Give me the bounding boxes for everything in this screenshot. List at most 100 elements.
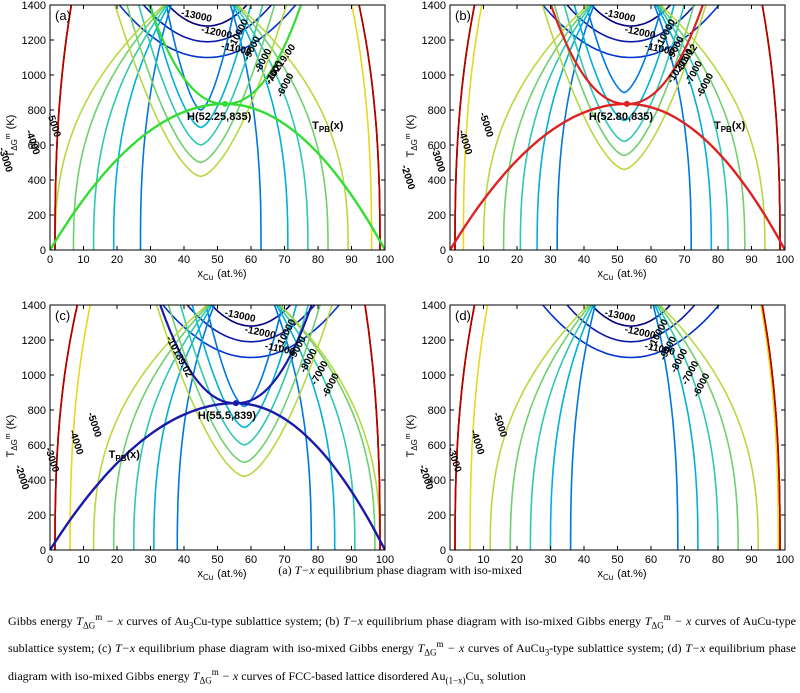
x-tick-label: 60 [245,554,257,566]
contour-label: -5000 [477,111,496,139]
contour-line [509,305,739,550]
x-tick-label: 100 [776,554,794,566]
contour-label: -5000 [44,111,63,139]
y-tick-label: 1200 [422,35,446,47]
x-tick-label: 100 [376,254,394,266]
x-axis-label: xCu (at.%) [598,268,647,282]
boundary-label-suffix: (x) [330,120,344,132]
caption-segment: T−x [342,614,364,628]
panel-label: (a) [55,8,71,23]
chart-panel-a: H(52.25,835)TPB(x)-10219.00-13000-12000-… [0,0,394,282]
x-tick-label: 0 [47,254,53,266]
caption-segment: (1−x) [445,675,466,686]
x-tick-label: 90 [345,254,357,266]
y-axis-label-sup: m [5,133,12,139]
x-tick-label: 30 [144,554,156,566]
contour-label: -2000 [400,164,417,192]
y-tick-label: 400 [428,475,446,487]
y-tick-label: 0 [440,545,446,557]
contour-label: -5000 [490,411,509,439]
caption-segment: T [76,614,83,628]
x-tick-label: 10 [77,554,89,566]
contour-label: -1000 [400,481,401,509]
contour-group [50,5,385,250]
x-tick-label: 20 [511,554,523,566]
contour-group [450,5,785,250]
y-tick-label: 1400 [22,300,46,312]
x-tick-label: 40 [178,554,190,566]
caption-segment: ΔG [651,620,664,631]
highest-point-label: H(52.25,835) [187,111,252,123]
contour-line [176,305,313,550]
x-tick-label: 30 [144,254,156,266]
y-tick-label: 600 [28,140,46,152]
boundary-label-sub: PB [721,125,732,134]
x-tick-label: 80 [712,554,724,566]
caption-segment: T−x [685,641,706,656]
contour-line [519,5,729,250]
caption-segment: T [417,641,425,656]
caption-segment: m [663,612,671,622]
y-tick-label: 200 [428,510,446,522]
y-axis-label: TΔGm(K) [5,415,19,458]
y-tick-label: 1400 [422,0,446,12]
y-axis-label-sup: m [405,133,412,139]
y-tick-label: 800 [428,105,446,117]
y-tick-label: 0 [40,245,46,257]
y-axis-label-sub: ΔG [410,139,419,151]
figure-caption-body: Gibbs energy TΔGm − x curves of Au3Cu-ty… [8,608,796,690]
x-tick-label: 20 [111,554,123,566]
caption-segment: x [479,675,485,686]
x-tick-label: 100 [776,254,794,266]
contour-line [92,305,381,550]
y-tick-label: 1400 [422,300,446,312]
x-tick-label: 30 [544,554,556,566]
caption-segment: m [95,612,103,622]
x-tick-label: 70 [278,554,290,566]
x-axis-label-sub: Cu [203,273,213,282]
x-tick-label: 20 [111,254,123,266]
x-tick-label: 50 [211,254,223,266]
contour-line [489,305,759,550]
y-tick-label: 400 [28,475,46,487]
boundary-label-suffix: (x) [126,449,140,461]
y-tick-label: 200 [428,210,446,222]
x-tick-label: 10 [477,554,489,566]
y-tick-label: 200 [28,510,46,522]
y-tick-label: 1000 [422,370,446,382]
highest-point-marker [623,100,630,107]
x-tick-label: 50 [611,554,623,566]
contour-line [54,5,381,250]
contour-label: -12000 [244,324,277,341]
caption-segment: − x [443,641,465,656]
y-axis-label-sup: m [405,433,412,439]
contour-label: -13000 [224,308,257,325]
caption-segment: ΔG [424,647,437,658]
caption-segment: Cu [465,668,480,683]
x-tick-label: 10 [477,254,489,266]
contour-line [549,305,699,550]
panel-label: (c) [55,308,70,323]
caption-segment: − x [218,668,239,683]
highest-point-marker [222,100,229,107]
contour-line [454,5,781,250]
y-axis-label: TΔGm(K) [5,115,19,158]
y-tick-label: 0 [40,545,46,557]
x-tick-label: 90 [745,554,757,566]
caption-title-text: equilibrium phase diagram with iso-mixed [314,563,522,577]
x-tick-label: 60 [245,254,257,266]
x-tick-label: 80 [312,554,324,566]
x-axis-label-unit: (at.%) [617,568,646,580]
y-tick-label: 800 [428,405,446,417]
y-axis-label-sub: ΔG [410,439,419,451]
contour-label: -5000 [85,411,104,439]
boundary-label: TPB(x) [109,449,141,463]
contour-label: -1000 [0,481,1,509]
x-tick-label: 50 [211,554,223,566]
x-tick-label: 30 [544,254,556,266]
caption-segment: 3 [188,620,194,631]
caption-segment: curves of FCC-based lattice disordered A… [238,668,446,683]
caption-segment: solution [484,668,526,683]
contour-line [482,5,766,250]
caption-segment: ΔG [82,620,96,631]
